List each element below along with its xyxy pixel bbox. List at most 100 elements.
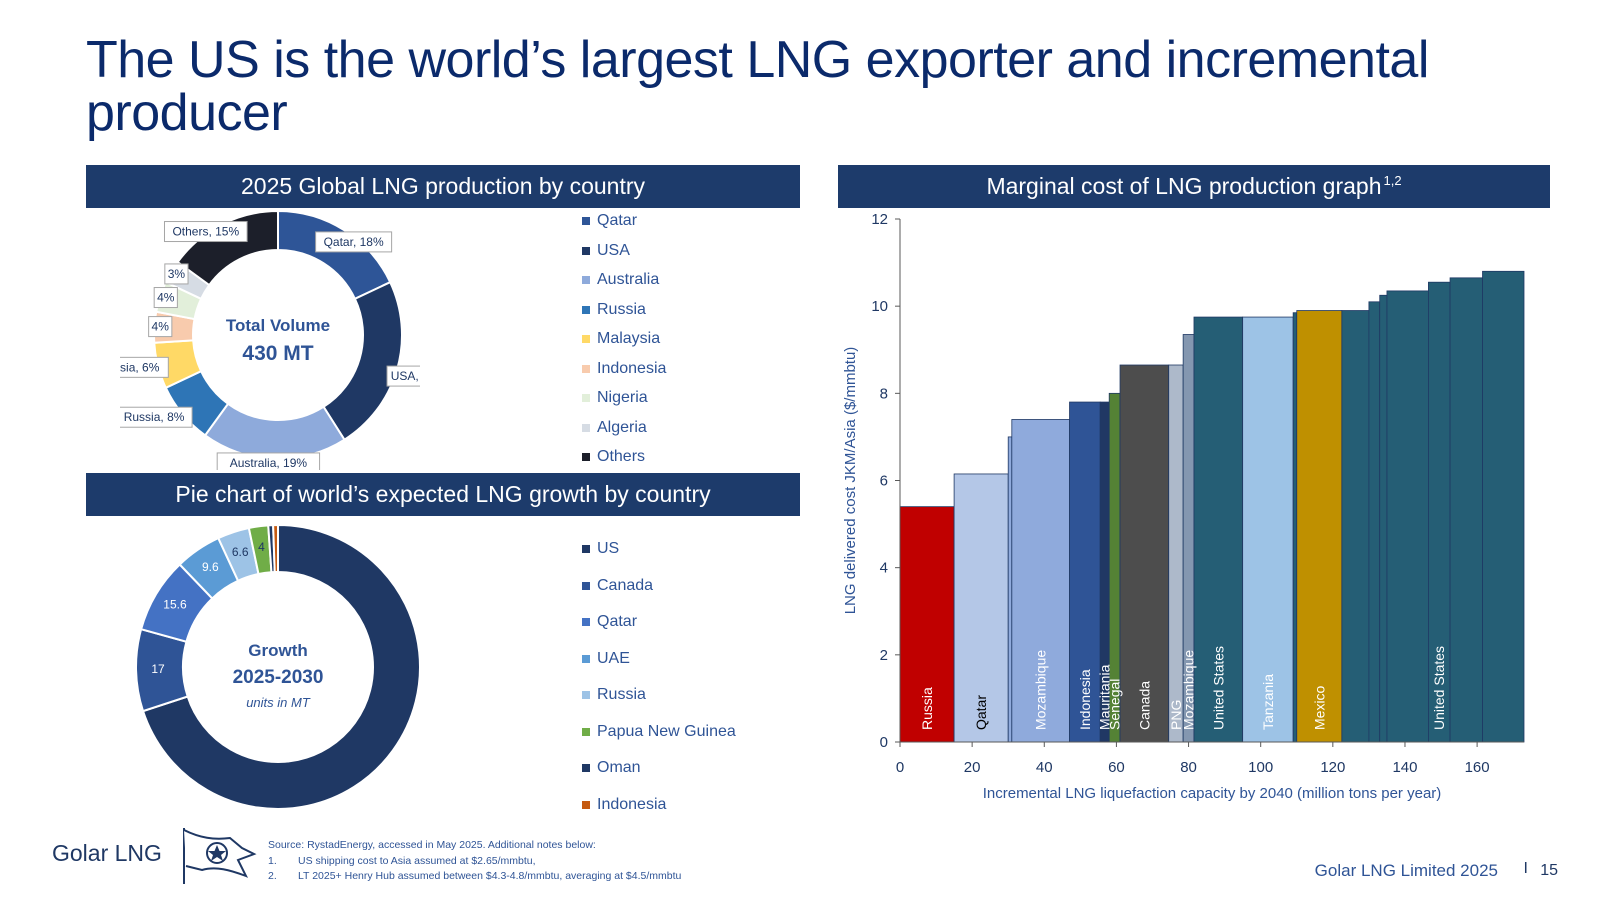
slice-label-uae: 9.6 [202, 560, 219, 574]
legend-swatch [582, 545, 590, 553]
slice-label-malaysia: Malaysia, 6% [120, 360, 160, 374]
legend-item-qatar: Qatar [582, 212, 637, 230]
slice-label-box-australia [216, 452, 321, 470]
legend-swatch [582, 691, 590, 699]
y-tick-label: 6 [880, 473, 888, 490]
legend-item-nigeria: Nigeria [582, 389, 648, 407]
cost-bar-label-qatar: Qatar [973, 695, 989, 730]
slice-label-box-russia [120, 406, 193, 428]
slice-usa [322, 280, 403, 442]
growth-donut-chart: 127.7 17 15.6 9.6 6.6 4 Growth 2025-2030 unit… [135, 523, 421, 810]
y-axis-title: LNG delivered cost JKM/Asia ($/mmbtu) [842, 347, 859, 615]
flag-icon [183, 828, 257, 884]
legend-swatch [582, 453, 590, 461]
page-title: The US is the world’s largest LNG export… [86, 31, 1429, 142]
legend-label: Russia [597, 300, 646, 318]
cost-bar-segment-20 [1482, 270, 1525, 743]
cost-bar-label-mexico: Mexico [1311, 685, 1327, 730]
slice-australia [203, 402, 346, 460]
slice-label-russia: Russia, 8% [124, 410, 185, 424]
growth-panel-title: Pie chart of world’s expected LNG growth… [175, 481, 711, 507]
legend-swatch [582, 246, 590, 255]
brand-text: Golar LNG Limited 2025 [1314, 861, 1498, 880]
legend-swatch [582, 394, 590, 402]
golar-logo: Golar LNG [52, 826, 262, 886]
slice-label-qatar: Qatar, 18% [324, 235, 384, 249]
x-tick-label: 140 [1392, 759, 1417, 776]
cost-bar-label-mozambique: Mozambique [1033, 650, 1049, 730]
legend-item-algeria: Algeria [582, 419, 647, 437]
cost-bar-label-canada: Canada [1136, 681, 1152, 730]
legend-swatch [582, 305, 590, 314]
legend-swatch [582, 727, 590, 736]
slice-label-usa: USA, 23% [391, 369, 420, 383]
legend-item-malaysia: Malaysia [582, 330, 660, 348]
growth-panel-header: Pie chart of world’s expected LNG growth… [86, 473, 800, 516]
legend-swatch [582, 335, 590, 343]
cost-bar-segment-2 [1007, 436, 1013, 743]
legend-label: Algeria [597, 418, 647, 436]
legend-label: Indonesia [597, 795, 667, 813]
x-tick-label: 20 [964, 759, 981, 776]
donut2-center-line3: units in MT [246, 695, 311, 710]
y-tick-label: 0 [880, 734, 888, 751]
donut2-center-line1: Growth [248, 641, 308, 660]
legend-swatch [582, 423, 590, 432]
slice-indonesia [272, 523, 279, 574]
x-tick-label: 40 [1036, 759, 1053, 776]
legend-item-papua-new-guinea: Papua New Guinea [582, 723, 736, 741]
legend-label: Canada [597, 576, 654, 594]
cost-bar-label-united-states: United States [1210, 646, 1226, 730]
slice-label-us: 127.7 [370, 769, 400, 783]
slice-label-box-algeria [164, 263, 189, 285]
legend-item-others: Others [582, 448, 645, 466]
cost-bar-qatar-1 [953, 473, 1009, 743]
cost-bar-label-png: PNG [1168, 700, 1184, 730]
x-tick-label: 0 [896, 759, 904, 776]
cost-bar-label-russia: Russia [919, 687, 935, 730]
cost-bar-canada-7 [1119, 364, 1170, 743]
legend-label: USA [597, 241, 630, 259]
cost-bar-segment-15 [1368, 301, 1381, 743]
legend-item-usa: USA [582, 242, 630, 260]
legend-item-canada: Canada [582, 577, 653, 595]
legend-swatch [582, 654, 590, 663]
cost-bar-segment-19 [1449, 277, 1483, 743]
legend-swatch [582, 764, 590, 772]
x-tick-label: 60 [1108, 759, 1125, 776]
legend-item-uae: UAE [582, 650, 630, 668]
legend-item-russia: Russia [582, 301, 646, 319]
slice-label-box-malaysia [120, 356, 169, 378]
donut2-center-line2: 2025-2030 [233, 667, 324, 688]
source-line: Source: RystadEnergy, accessed in May 20… [268, 839, 596, 851]
cost-bar-mexico-13 [1296, 310, 1343, 743]
legend-item-australia: Australia [582, 271, 659, 289]
legend-label: Malaysia [597, 330, 661, 347]
legend-item-indonesia: Indonesia [582, 360, 666, 378]
cost-bar-russia-0 [899, 506, 955, 743]
slice-label-russia: 6.6 [232, 545, 249, 559]
slice-us [141, 523, 421, 810]
legend-item-us: US [582, 540, 619, 558]
y-tick-label: 2 [880, 647, 888, 664]
legend-label: Russia [597, 686, 646, 703]
note-1-number: 1. [268, 854, 277, 867]
cost-bar-segment-16 [1379, 294, 1388, 743]
slice-label-canada: 17 [151, 662, 165, 676]
slice-label-box-others [163, 221, 248, 243]
x-tick-label: 100 [1248, 759, 1273, 776]
source-notes: Source: RystadEnergy, accessed in May 20… [268, 838, 681, 885]
legend-swatch [582, 364, 590, 373]
legend-label: Nigeria [597, 389, 648, 406]
cost-bar-label-mozambique: Mozambique [1181, 650, 1197, 730]
legend-label: Qatar [597, 613, 638, 630]
legend-item-russia: Russia [582, 686, 646, 704]
legend-swatch [582, 581, 590, 590]
slice-label-indonesia: 4% [152, 320, 170, 334]
cost-bar-segment-17 [1386, 290, 1429, 743]
slice-label-box-nigeria [153, 287, 178, 309]
slice-label-box-qatar [315, 231, 393, 253]
production-donut-chart: Qatar, 18% USA, 23% Australia, 19% Russia, … [120, 210, 420, 470]
cost-bar-mozambique-3 [1011, 419, 1070, 743]
cost-bar-segment-12 [1292, 312, 1298, 743]
